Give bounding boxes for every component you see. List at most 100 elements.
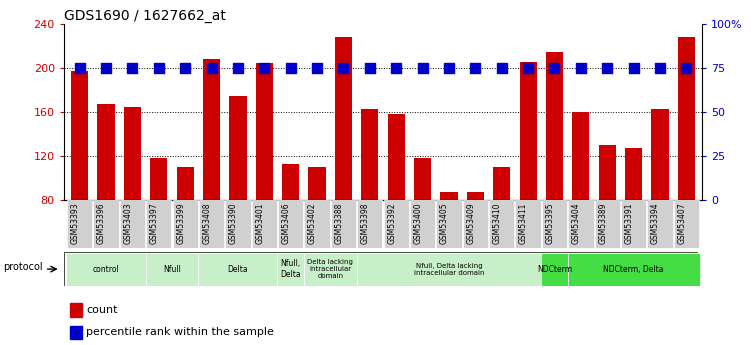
Bar [595, 200, 620, 248]
Bar [541, 200, 567, 248]
Point [469, 66, 481, 71]
Text: Nfull,
Delta: Nfull, Delta [280, 259, 301, 279]
Text: GSM53409: GSM53409 [466, 203, 475, 244]
Text: percentile rank within the sample: percentile rank within the sample [86, 327, 274, 337]
Bar [546, 52, 563, 288]
Text: GSM53389: GSM53389 [599, 203, 608, 244]
Point [522, 66, 534, 71]
Text: Nfull, Delta lacking
intracellular domain: Nfull, Delta lacking intracellular domai… [414, 263, 484, 276]
Bar [229, 96, 246, 288]
Bar [515, 200, 541, 248]
Bar [252, 200, 277, 248]
Bar [282, 164, 299, 288]
Bar [124, 107, 141, 288]
Point [126, 66, 138, 71]
Bar [256, 63, 273, 288]
Text: GSM53406: GSM53406 [282, 203, 291, 244]
Point [443, 66, 455, 71]
Bar [357, 253, 541, 286]
Bar [463, 200, 488, 248]
Point [548, 66, 560, 71]
Bar [119, 200, 145, 248]
Bar [414, 158, 431, 288]
Point [391, 66, 403, 71]
Point [337, 66, 349, 71]
Text: Nfull: Nfull [163, 265, 181, 274]
Point [206, 66, 218, 71]
Bar [98, 105, 115, 288]
Bar [330, 200, 356, 248]
Bar [357, 200, 382, 248]
Text: GSM53408: GSM53408 [203, 203, 212, 244]
Bar [304, 200, 330, 248]
Text: protocol: protocol [3, 263, 43, 272]
Text: GSM53401: GSM53401 [255, 203, 264, 244]
Text: NDCterm, Delta: NDCterm, Delta [603, 265, 664, 274]
Point [285, 66, 297, 71]
Point [100, 66, 112, 71]
Bar [71, 326, 82, 339]
Point [575, 66, 587, 71]
Text: GSM53395: GSM53395 [545, 203, 554, 244]
Bar [520, 61, 537, 288]
Bar [309, 167, 326, 288]
Text: NDCterm: NDCterm [537, 265, 572, 274]
Bar [361, 109, 379, 288]
Bar [436, 200, 462, 248]
Text: count: count [86, 305, 118, 315]
Text: GSM53402: GSM53402 [308, 203, 317, 244]
Bar [625, 148, 642, 288]
Text: GSM53388: GSM53388 [334, 203, 343, 244]
Point [179, 66, 192, 71]
Point [602, 66, 614, 71]
Text: GSM53393: GSM53393 [71, 203, 80, 244]
Point [680, 66, 692, 71]
Bar [304, 253, 357, 286]
Point [258, 66, 270, 71]
Bar [225, 200, 251, 248]
Bar [203, 59, 220, 288]
Bar [146, 200, 171, 248]
Text: GDS1690 / 1627662_at: GDS1690 / 1627662_at [64, 9, 226, 23]
Text: GSM53410: GSM53410 [493, 203, 502, 244]
Bar [489, 200, 514, 248]
Text: GSM53396: GSM53396 [97, 203, 106, 244]
Text: GSM53400: GSM53400 [414, 203, 423, 244]
Text: Delta: Delta [228, 265, 249, 274]
Bar [384, 200, 409, 248]
Point [363, 66, 376, 71]
Bar [541, 253, 568, 286]
Bar [599, 145, 616, 288]
Text: GSM53404: GSM53404 [572, 203, 581, 244]
Bar [440, 193, 457, 288]
Bar [493, 167, 510, 288]
Bar [71, 71, 88, 288]
Bar [569, 200, 593, 248]
Bar [176, 167, 194, 288]
Bar [674, 200, 699, 248]
Text: GSM53397: GSM53397 [149, 203, 158, 244]
Bar [678, 37, 695, 288]
Text: GSM53392: GSM53392 [388, 203, 397, 244]
Text: GSM53394: GSM53394 [651, 203, 660, 244]
Point [496, 66, 508, 71]
Text: GSM53398: GSM53398 [360, 203, 369, 244]
Point [628, 66, 640, 71]
Bar [572, 112, 590, 288]
Text: GSM53405: GSM53405 [440, 203, 449, 244]
Bar [621, 200, 647, 248]
Bar [198, 253, 278, 286]
Bar [278, 200, 303, 248]
Bar [335, 37, 352, 288]
Text: GSM53399: GSM53399 [176, 203, 185, 244]
Bar [199, 200, 225, 248]
Bar [146, 253, 198, 286]
Bar [647, 200, 673, 248]
Text: GSM53390: GSM53390 [229, 203, 238, 244]
Bar [410, 200, 436, 248]
Point [232, 66, 244, 71]
Point [311, 66, 323, 71]
Bar [651, 109, 668, 288]
Text: control: control [92, 265, 119, 274]
Text: GSM53391: GSM53391 [625, 203, 634, 244]
